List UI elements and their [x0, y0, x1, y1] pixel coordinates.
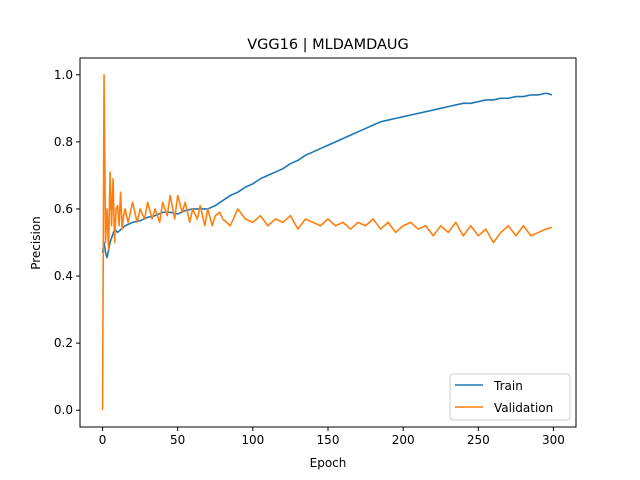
- legend: Train Validation: [449, 373, 571, 421]
- legend-validation-label: Validation: [494, 401, 553, 415]
- y-tick-label: 1.0: [54, 68, 73, 82]
- y-tick-label: 0.4: [54, 269, 73, 283]
- x-tick-label: 100: [241, 433, 264, 447]
- y-axis: 0.0 0.2 0.4 0.6 0.8 1.0: [54, 68, 80, 417]
- x-tick-label: 50: [170, 433, 185, 447]
- y-tick-label: 0.0: [54, 403, 73, 417]
- chart-title: VGG16 | MLDAMDAUG: [247, 37, 409, 53]
- x-tick-label: 0: [99, 433, 107, 447]
- y-axis-label: Precision: [29, 216, 43, 270]
- y-tick-label: 0.2: [54, 336, 73, 350]
- x-axis: 0 50 100 150 200 250 300: [99, 427, 565, 447]
- x-tick-label: 300: [542, 433, 565, 447]
- x-tick-label: 250: [467, 433, 490, 447]
- series-layer: [101, 73, 553, 411]
- x-tick-label: 150: [317, 433, 340, 447]
- x-axis-label: Epoch: [310, 456, 347, 470]
- legend-train-label: Train: [493, 379, 523, 393]
- y-tick-label: 0.6: [54, 202, 73, 216]
- series-line-validation: [101, 73, 553, 411]
- x-tick-label: 200: [392, 433, 415, 447]
- y-tick-label: 0.8: [54, 135, 73, 149]
